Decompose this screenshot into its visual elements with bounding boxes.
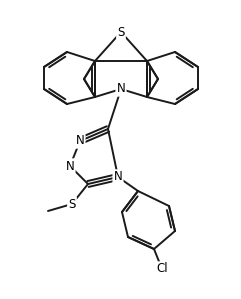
Text: Cl: Cl <box>156 263 168 275</box>
Text: N: N <box>76 135 84 147</box>
Text: S: S <box>68 198 76 210</box>
Text: N: N <box>66 159 74 173</box>
Text: S: S <box>117 25 125 39</box>
Text: N: N <box>114 170 122 184</box>
Text: N: N <box>117 83 125 95</box>
